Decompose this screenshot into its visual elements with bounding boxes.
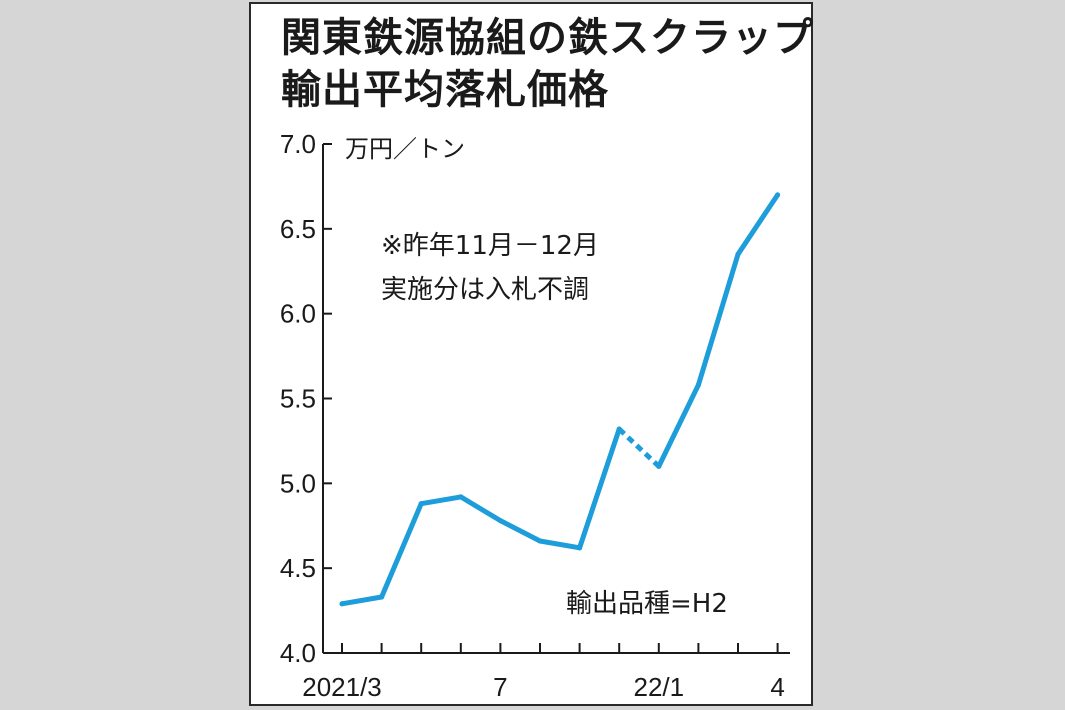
annotation-line-1: ※昨年11月－12月 bbox=[381, 231, 599, 261]
chart-title-line-1: 関東鉄源協組の鉄スクラップ bbox=[281, 15, 814, 61]
data-point bbox=[339, 601, 345, 607]
data-point bbox=[616, 426, 622, 432]
series-segment bbox=[497, 518, 543, 544]
chart-panel: 関東鉄源協組の鉄スクラップ 輸出平均落札価格 bbox=[249, 2, 813, 706]
annotation-line-2: 実施分は入札不調 bbox=[381, 275, 589, 305]
series-segment bbox=[735, 192, 781, 257]
series-segment-dashed bbox=[617, 427, 661, 469]
y-tick-label: 4.0 bbox=[280, 638, 316, 668]
data-point bbox=[656, 463, 662, 469]
y-tick-label: 7.0 bbox=[280, 129, 316, 159]
data-point bbox=[497, 518, 503, 524]
series-segment bbox=[695, 251, 741, 388]
y-tick-label: 4.5 bbox=[280, 553, 316, 583]
y-tick-label: 5.0 bbox=[280, 468, 316, 498]
data-point bbox=[458, 494, 464, 500]
chart-title: 関東鉄源協組の鉄スクラップ 輸出平均落札価格 bbox=[281, 12, 814, 116]
data-point bbox=[418, 501, 424, 507]
unit-label: 万円／トン bbox=[345, 135, 465, 163]
series-segment bbox=[577, 426, 622, 551]
x-tick-label: 22/1 bbox=[633, 672, 684, 702]
x-tick-label: 4 bbox=[770, 672, 784, 702]
data-point bbox=[735, 251, 741, 257]
data-point bbox=[695, 382, 701, 388]
y-tick-label: 6.5 bbox=[280, 214, 316, 244]
series-segment bbox=[379, 501, 424, 600]
series-segment bbox=[537, 538, 583, 551]
y-tick-label: 5.5 bbox=[280, 384, 316, 414]
data-point bbox=[537, 538, 543, 544]
series-segment bbox=[418, 494, 464, 507]
series-segment bbox=[458, 494, 503, 524]
data-point bbox=[577, 545, 583, 551]
data-point bbox=[379, 594, 385, 600]
series-segment bbox=[656, 382, 701, 469]
y-tick-label: 6.0 bbox=[280, 299, 316, 329]
chart-title-line-2: 輸出平均落札価格 bbox=[281, 67, 609, 113]
data-point bbox=[775, 192, 781, 198]
x-tick-label: 2021/3 bbox=[302, 672, 382, 702]
x-tick-label: 7 bbox=[493, 672, 507, 702]
series-segment bbox=[339, 594, 385, 607]
footnote: 輸出品種=H2 bbox=[566, 589, 728, 619]
